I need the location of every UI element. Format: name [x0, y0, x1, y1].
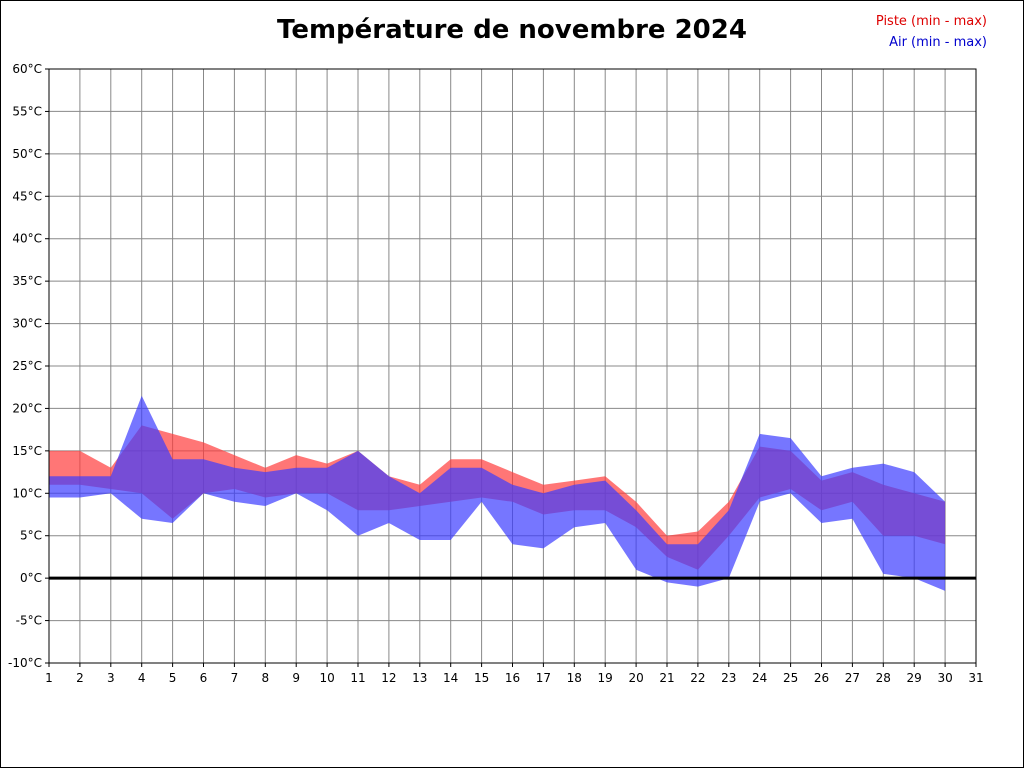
x-tick-label: 24 — [752, 671, 767, 685]
y-tick-label: -10°C — [8, 656, 42, 670]
x-tick-label: 18 — [567, 671, 582, 685]
legend: Piste (min - max) Air (min - max) — [876, 11, 987, 54]
x-tick-label: 25 — [783, 671, 798, 685]
x-tick-label: 21 — [659, 671, 674, 685]
x-tick-label: 12 — [381, 671, 396, 685]
x-tick-label: 7 — [231, 671, 239, 685]
legend-air-label: Air (min - max) — [889, 35, 987, 51]
x-tick-label: 9 — [292, 671, 300, 685]
x-tick-label: 4 — [138, 671, 146, 685]
x-tick-label: 20 — [628, 671, 643, 685]
x-tick-label: 22 — [690, 671, 705, 685]
y-tick-label: 50°C — [12, 147, 42, 161]
y-tick-label: 5°C — [20, 529, 42, 543]
y-tick-label: 35°C — [12, 274, 42, 288]
x-tick-label: 28 — [876, 671, 891, 685]
y-tick-label: 15°C — [12, 444, 42, 458]
x-tick-label: 31 — [968, 671, 983, 685]
x-tick-label: 30 — [937, 671, 952, 685]
y-tick-label: -5°C — [16, 614, 42, 628]
x-tick-label: 2 — [76, 671, 84, 685]
x-tick-label: 23 — [721, 671, 736, 685]
x-tick-label: 6 — [200, 671, 208, 685]
x-tick-label: 10 — [319, 671, 334, 685]
y-tick-label: 60°C — [12, 62, 42, 76]
y-tick-label: 20°C — [12, 401, 42, 415]
y-tick-label: 40°C — [12, 232, 42, 246]
x-tick-label: 14 — [443, 671, 458, 685]
y-tick-label: 55°C — [12, 104, 42, 118]
x-tick-label: 8 — [261, 671, 269, 685]
x-tick-label: 16 — [505, 671, 520, 685]
x-tick-label: 17 — [536, 671, 551, 685]
x-tick-label: 27 — [845, 671, 860, 685]
chart-title: Température de novembre 2024 — [277, 15, 747, 45]
y-tick-label: 10°C — [12, 486, 42, 500]
x-tick-label: 5 — [169, 671, 177, 685]
legend-piste-label: Piste (min - max) — [875, 14, 987, 29]
x-tick-label: 1 — [45, 671, 53, 685]
y-tick-label: 30°C — [12, 317, 42, 331]
y-tick-label: 45°C — [12, 189, 42, 203]
x-tick-label: 15 — [474, 671, 489, 685]
x-tick-label: 26 — [814, 671, 829, 685]
x-tick-label: 3 — [107, 671, 115, 685]
x-tick-label: 29 — [907, 671, 922, 685]
y-tick-label: 0°C — [20, 571, 42, 585]
x-tick-label: 19 — [598, 671, 613, 685]
x-tick-label: 11 — [350, 671, 365, 685]
y-tick-label: 25°C — [12, 359, 42, 373]
x-tick-label: 13 — [412, 671, 427, 685]
air-band — [49, 395, 946, 591]
